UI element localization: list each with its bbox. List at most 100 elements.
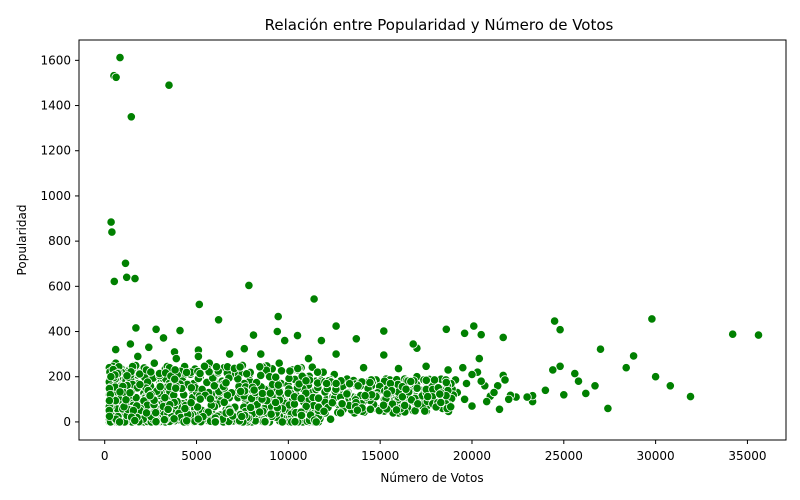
data-point	[194, 299, 204, 309]
data-point	[248, 330, 259, 340]
data-point	[125, 339, 135, 349]
data-point	[296, 410, 307, 420]
y-axis-ticks: 0 200 400 600 800 1000 1200 1400 1600	[40, 53, 79, 429]
data-point	[358, 363, 369, 373]
data-point	[458, 363, 468, 373]
data-point	[160, 393, 170, 403]
data-point	[549, 316, 560, 326]
data-point	[467, 401, 477, 411]
data-point	[379, 350, 389, 360]
data-point	[115, 387, 125, 397]
y-tick-label: 1200	[40, 144, 71, 158]
data-point	[728, 329, 738, 339]
data-point	[151, 417, 161, 427]
data-point	[107, 227, 117, 237]
data-point	[378, 400, 389, 410]
data-point	[498, 332, 508, 342]
data-point	[441, 377, 451, 387]
data-point	[111, 72, 121, 82]
data-point	[319, 406, 329, 416]
data-point	[311, 417, 321, 427]
x-axis-label: Número de Votos	[380, 471, 483, 485]
data-point	[365, 377, 375, 388]
data-point	[171, 353, 181, 364]
data-point	[421, 361, 431, 371]
data-point	[489, 387, 499, 398]
data-point	[266, 409, 276, 419]
data-point	[331, 349, 341, 359]
data-point	[237, 411, 247, 422]
data-point	[435, 389, 445, 399]
data-point	[274, 358, 284, 368]
data-point	[603, 403, 613, 413]
data-point	[420, 406, 430, 416]
data-point	[628, 351, 639, 361]
data-point	[219, 397, 229, 407]
data-point	[413, 399, 423, 409]
data-point	[650, 372, 661, 382]
data-point	[401, 384, 411, 394]
data-point	[249, 385, 259, 395]
x-tick-label: 30000	[637, 449, 675, 463]
data-point	[170, 374, 180, 384]
data-point	[316, 335, 326, 346]
data-point	[242, 369, 252, 379]
data-point	[280, 335, 290, 346]
data-point	[581, 388, 591, 398]
data-point	[331, 378, 341, 389]
data-point	[474, 353, 484, 364]
data-point	[382, 389, 392, 399]
data-point	[155, 382, 165, 392]
data-point	[115, 52, 125, 63]
data-point	[186, 383, 196, 393]
data-point	[365, 404, 375, 414]
data-point	[570, 368, 580, 379]
data-point	[111, 344, 121, 355]
data-point	[145, 391, 155, 401]
data-point	[327, 398, 337, 408]
data-point	[301, 376, 311, 386]
y-tick-label: 1600	[40, 53, 71, 67]
data-point	[193, 414, 203, 424]
data-point	[621, 363, 631, 373]
data-point	[135, 379, 145, 390]
data-point	[257, 388, 267, 398]
data-point	[106, 372, 116, 382]
data-point	[131, 323, 141, 333]
data-point	[293, 363, 303, 374]
data-point	[144, 342, 154, 352]
data-point	[331, 321, 341, 331]
data-point	[344, 379, 355, 389]
data-point	[421, 375, 431, 385]
points-layer	[104, 52, 764, 427]
data-point	[205, 394, 215, 404]
data-point	[255, 362, 265, 372]
data-point	[429, 375, 440, 385]
data-point	[256, 349, 266, 359]
data-point	[256, 370, 266, 380]
data-point	[273, 380, 283, 390]
data-point	[272, 326, 282, 337]
data-point	[260, 417, 270, 427]
data-point	[441, 324, 451, 334]
data-point	[665, 381, 675, 391]
data-point	[195, 368, 205, 379]
y-tick-label: 600	[48, 279, 71, 293]
plot-frame	[78, 39, 787, 441]
data-point	[171, 383, 181, 393]
data-point	[685, 391, 696, 402]
data-point	[436, 397, 446, 408]
data-point	[211, 362, 222, 372]
data-point	[151, 324, 161, 334]
data-point	[163, 404, 173, 414]
data-point	[423, 391, 433, 402]
data-point	[225, 349, 235, 359]
data-point	[270, 397, 281, 408]
data-point	[313, 393, 324, 403]
data-point	[214, 315, 224, 325]
data-point	[647, 314, 657, 324]
data-point	[236, 386, 246, 396]
data-point	[540, 385, 551, 395]
data-point	[273, 311, 283, 322]
